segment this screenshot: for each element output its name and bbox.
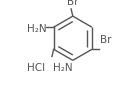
- Text: Br: Br: [100, 35, 111, 45]
- Text: H₂N: H₂N: [53, 63, 72, 73]
- Text: HCl: HCl: [27, 63, 45, 73]
- Text: Br: Br: [67, 0, 79, 7]
- Text: H₂N: H₂N: [27, 24, 47, 34]
